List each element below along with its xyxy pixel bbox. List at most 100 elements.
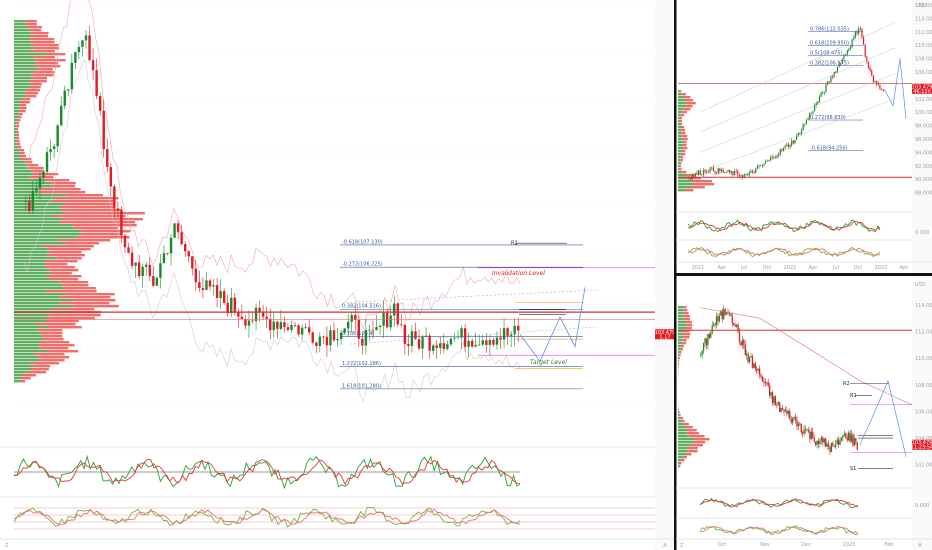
- br-vp-green: [678, 312, 684, 315]
- tr-candle: [706, 171, 708, 173]
- main-vp-red: [36, 329, 63, 332]
- main-vp-red: [47, 248, 91, 251]
- main-candle: [364, 330, 368, 346]
- tr-vp-green: [678, 168, 680, 171]
- br-candle: [806, 430, 808, 431]
- main-candle: [407, 344, 410, 346]
- tr-candle: [822, 92, 824, 94]
- br-candle: [764, 382, 767, 384]
- main-r1-label: R1: [511, 241, 518, 247]
- tr-vp-red: [682, 96, 691, 99]
- main-candle: [261, 311, 265, 317]
- tr-vp-red: [681, 150, 686, 153]
- br-candle: [836, 439, 838, 445]
- main-vp-red: [31, 41, 55, 44]
- tr-candle: [879, 84, 881, 89]
- br-candle: [807, 430, 810, 432]
- main-vp-green: [14, 20, 26, 23]
- main-vp-green: [14, 308, 51, 311]
- br-candle: [737, 324, 739, 332]
- main-vp-red: [23, 374, 37, 377]
- panel-divider-horizontal: [676, 273, 932, 276]
- tr-candle: [707, 171, 710, 173]
- tr-candle: [862, 37, 865, 45]
- tr-x-tick: Apr: [718, 265, 728, 271]
- br-candle: [794, 416, 797, 420]
- main-candle: [95, 70, 98, 97]
- main-vp-green: [14, 359, 40, 362]
- tr-x-tick: Apr: [900, 265, 910, 271]
- tr-candle: [724, 172, 726, 173]
- br-candle: [767, 382, 769, 386]
- br-candle: [741, 340, 744, 346]
- main-vp-red: [65, 212, 145, 215]
- main-vp-green: [14, 284, 63, 287]
- br-vp-red: [682, 318, 690, 321]
- tr-candle: [867, 61, 870, 68]
- main-vp-green: [14, 305, 74, 308]
- br-candle: [766, 382, 768, 384]
- main-candle: [91, 60, 95, 71]
- tr-fib-label: -0.618(94.250): [810, 146, 848, 152]
- main-vp-red: [27, 26, 42, 29]
- tr-vp-red: [685, 189, 694, 192]
- main-candle: [346, 321, 350, 329]
- tr-fib-label: 0.786(112.035): [810, 27, 849, 33]
- tr-vp-red: [686, 99, 694, 102]
- br-candle: [744, 344, 746, 355]
- main-candle: [439, 343, 442, 348]
- main-candle: [258, 307, 261, 312]
- tr-y-tick: 96.000: [915, 137, 932, 143]
- tr-candle: [699, 170, 701, 175]
- br-vp-green: [678, 420, 682, 423]
- main-vp-red: [17, 131, 19, 134]
- tr-last-price-sub: 46:12h: [913, 89, 931, 95]
- tr-vp-green: [678, 126, 682, 129]
- br-candle: [849, 432, 851, 442]
- main-vp-red: [61, 209, 123, 212]
- tr-candle: [771, 156, 773, 158]
- main-candle: [145, 264, 148, 267]
- tr-vp-red: [681, 126, 685, 129]
- main-vp-green: [14, 65, 35, 68]
- br-candle: [819, 440, 821, 445]
- tr-vp-red: [680, 123, 683, 126]
- br-vp-red: [682, 309, 688, 312]
- tr-candle: [849, 46, 852, 49]
- tr-vp-red: [687, 177, 701, 180]
- main-vp-red: [31, 83, 42, 86]
- tr-vp-red: [679, 120, 682, 123]
- main-vp-red: [67, 194, 104, 197]
- tr-vp-green: [678, 165, 680, 168]
- main-vp-green: [14, 131, 18, 134]
- tr-candle: [698, 170, 700, 175]
- main-candle: [176, 223, 180, 233]
- br-vp-red: [686, 453, 692, 456]
- main-vp-green: [14, 170, 32, 173]
- main-vp-green: [14, 47, 37, 50]
- main-vp-green: [14, 197, 56, 200]
- tr-vp-red: [680, 162, 682, 165]
- main-candle: [463, 328, 467, 347]
- br-vp-red: [683, 330, 690, 333]
- main-vp-green: [14, 128, 17, 131]
- br-candle: [784, 410, 787, 412]
- main-fib-label: 0.382(104.516): [342, 304, 381, 310]
- br-vp-red: [683, 456, 687, 459]
- main-vp-green: [14, 86, 31, 89]
- br-vp-red: [679, 462, 682, 465]
- main-vp-red: [49, 251, 82, 254]
- main-vp-red: [34, 365, 51, 368]
- tr-candle: [807, 118, 809, 120]
- main-candle: [368, 329, 371, 331]
- main-vp-red: [74, 227, 119, 230]
- br-candle: [720, 310, 722, 316]
- main-candle: [120, 210, 123, 236]
- main-candle: [492, 339, 495, 345]
- main-candle: [116, 208, 120, 211]
- main-vp-red: [30, 71, 55, 74]
- main-vp-red: [16, 143, 21, 146]
- tr-vp-red: [680, 171, 687, 174]
- tr-candle: [877, 84, 879, 86]
